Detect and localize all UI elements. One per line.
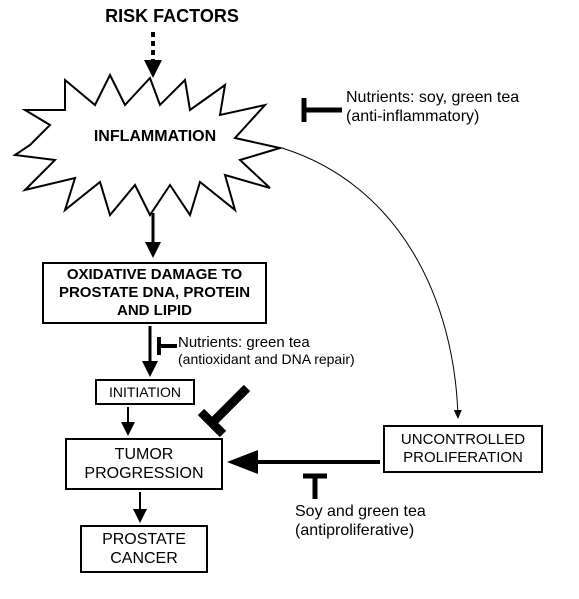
nutrients-antioxidant-label: Nutrients: green tea (antioxidant and DN… bbox=[178, 334, 355, 367]
tumor-line2: PROGRESSION bbox=[84, 464, 203, 483]
cancer-line1: PROSTATE bbox=[102, 530, 186, 549]
inflammation-text: INFLAMMATION bbox=[94, 128, 216, 145]
nutrients2-line2: (antioxidant and DNA repair) bbox=[178, 351, 355, 367]
nutrients2-line1: Nutrients: green tea bbox=[178, 334, 355, 351]
nutrients1-line1: Nutrients: soy, green tea bbox=[346, 88, 519, 107]
nutrients1-line2: (anti-inflammatory) bbox=[346, 107, 519, 126]
risk-factors-label: RISK FACTORS bbox=[82, 6, 262, 27]
uncontrolled-line1: UNCONTROLLED bbox=[401, 431, 525, 449]
nutrients-antiproliferative-label: Soy and green tea (antiproliferative) bbox=[295, 502, 426, 540]
arrowhead-tumor-cancer bbox=[133, 509, 147, 523]
nutrients3-line2: (antiproliferative) bbox=[295, 521, 426, 540]
arrowhead-infl-ox bbox=[145, 242, 161, 258]
curve-infl-to-uncontrolled bbox=[282, 148, 458, 418]
uncontrolled-box: UNCONTROLLED PROLIFERATION bbox=[383, 425, 543, 473]
inhibit-tumor-cap bbox=[201, 412, 223, 434]
cancer-line2: CANCER bbox=[110, 549, 178, 568]
oxidative-line3: AND LIPID bbox=[117, 302, 192, 320]
oxidative-line2: PROSTATE DNA, PROTEIN bbox=[59, 284, 250, 302]
inflammation-node: INFLAMMATION bbox=[60, 128, 250, 146]
arrowhead-init-tumor bbox=[121, 422, 135, 436]
nutrients3-line1: Soy and green tea bbox=[295, 502, 426, 521]
initiation-box: INITIATION bbox=[95, 379, 195, 405]
arrowhead-ox-init bbox=[142, 361, 158, 377]
tumor-line1: TUMOR bbox=[115, 445, 174, 464]
nutrients-antiinflammatory-label: Nutrients: soy, green tea (anti-inflamma… bbox=[346, 88, 519, 126]
arrowhead-uncontrolled-tumor bbox=[227, 450, 258, 474]
oxidative-box: OXIDATIVE DAMAGE TO PROSTATE DNA, PROTEI… bbox=[42, 262, 267, 324]
cancer-box: PROSTATE CANCER bbox=[80, 525, 208, 573]
uncontrolled-line2: PROLIFERATION bbox=[403, 449, 523, 467]
inhibit-tumor-stem bbox=[212, 388, 247, 423]
oxidative-line1: OXIDATIVE DAMAGE TO bbox=[67, 266, 242, 284]
initiation-text: INITIATION bbox=[109, 384, 181, 400]
tumor-box: TUMOR PROGRESSION bbox=[65, 438, 223, 490]
risk-factors-text: RISK FACTORS bbox=[105, 6, 239, 26]
